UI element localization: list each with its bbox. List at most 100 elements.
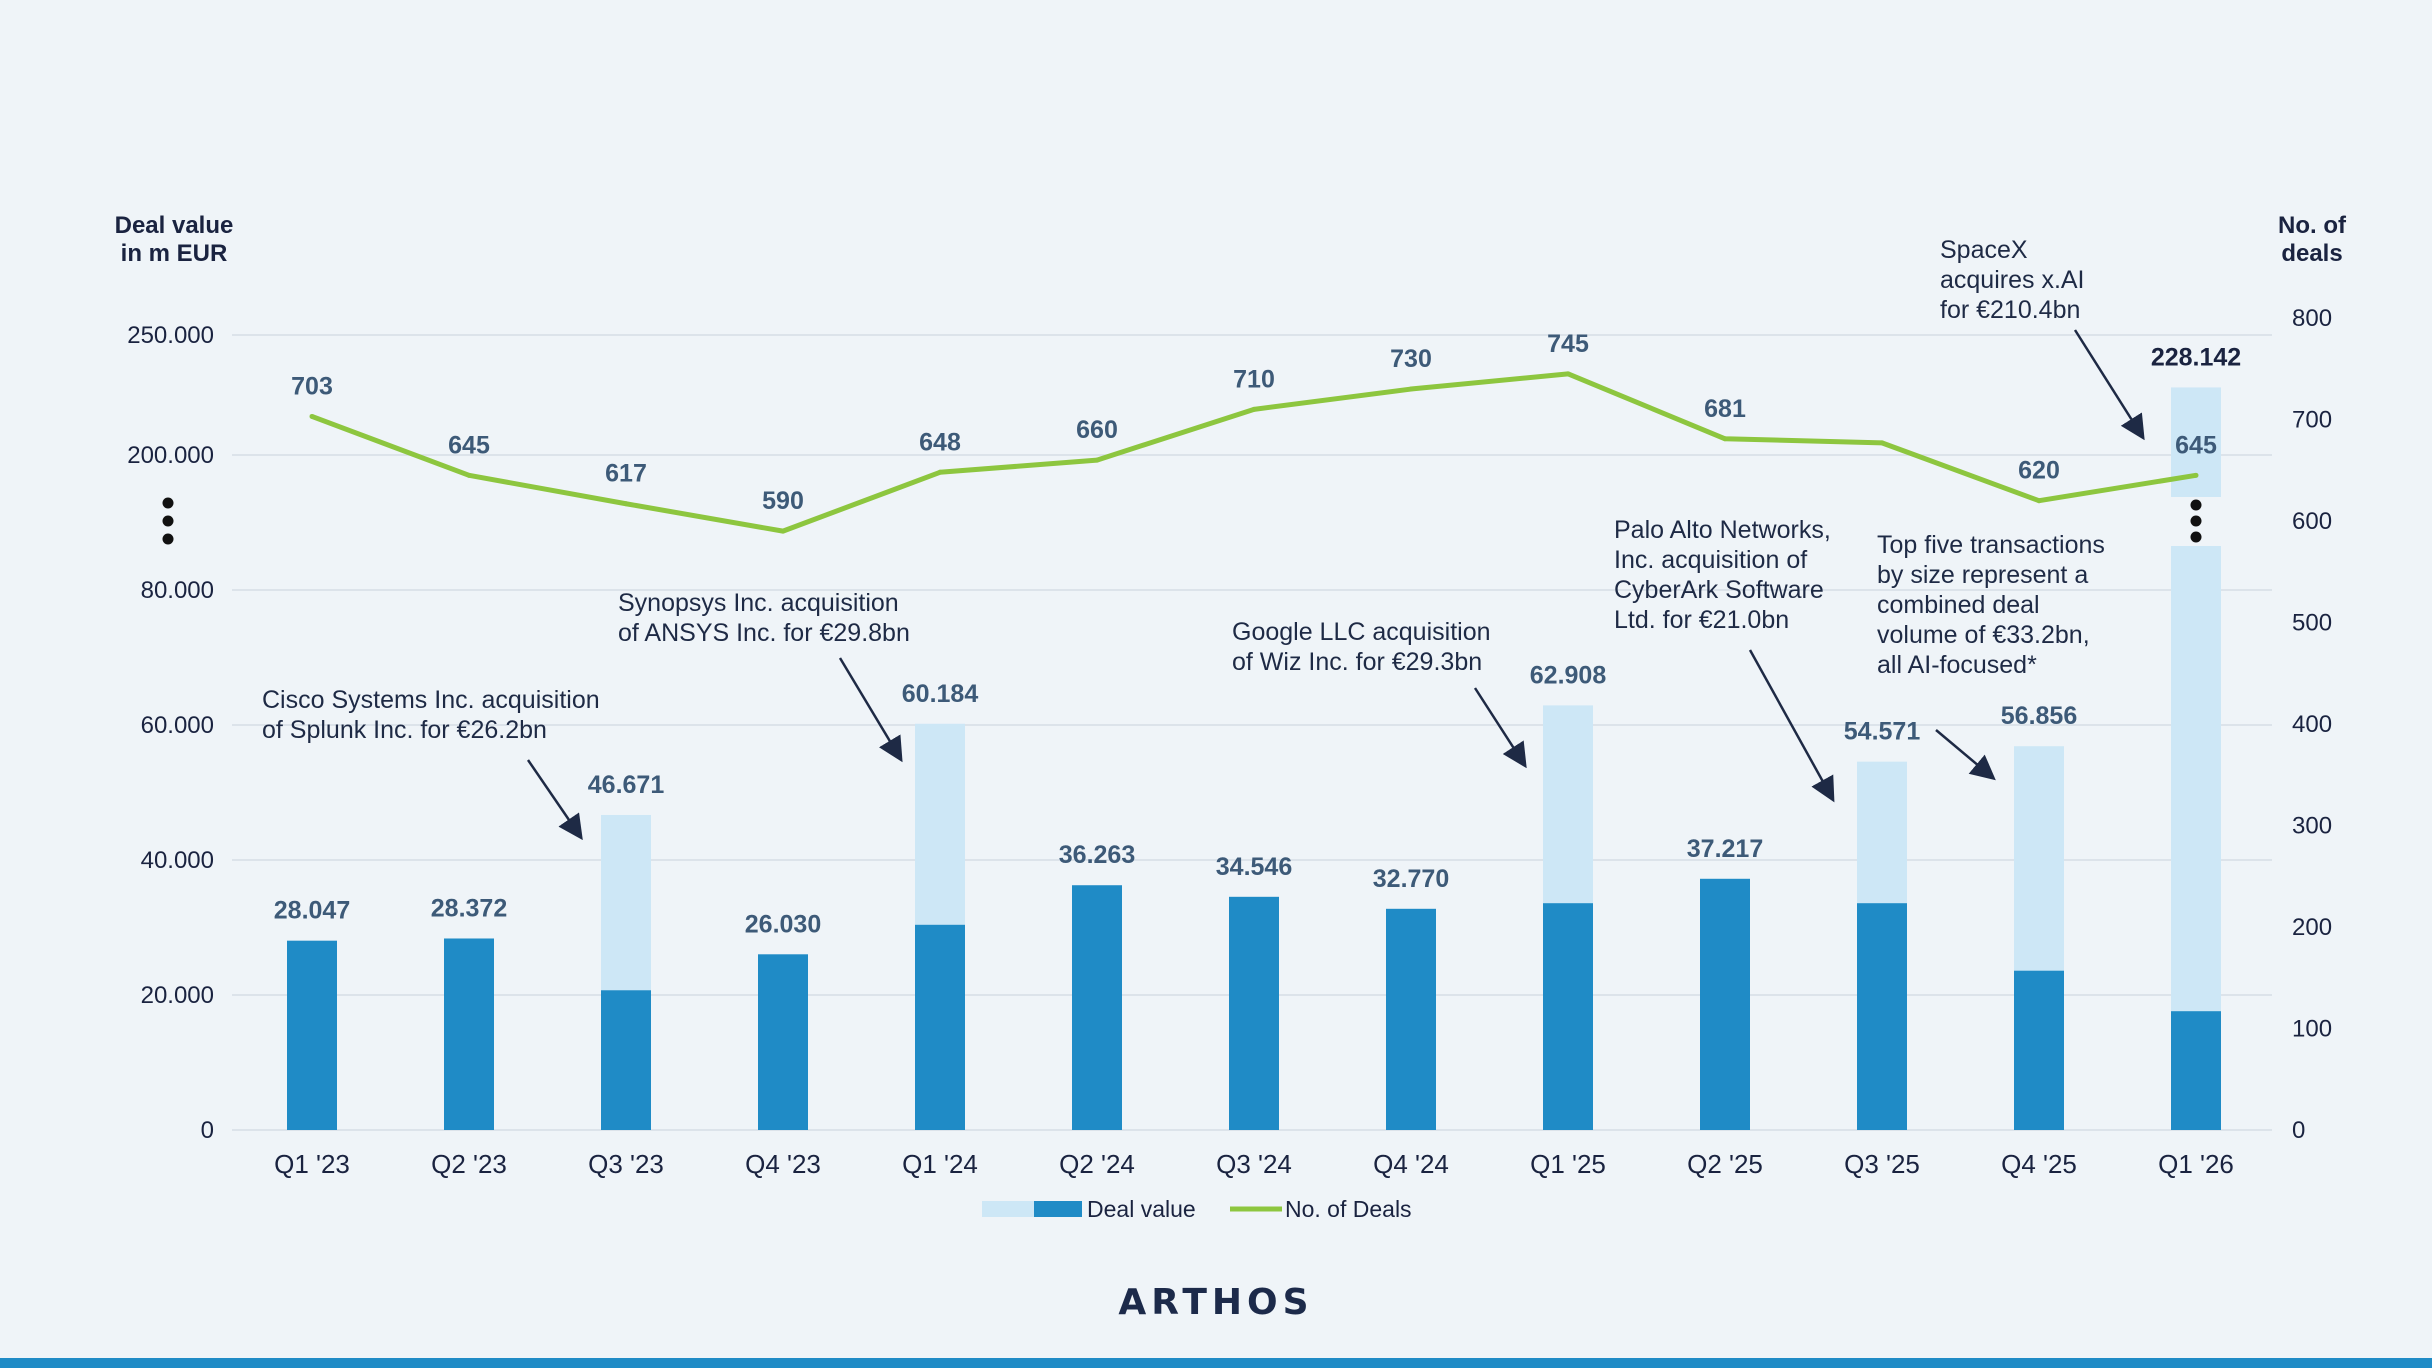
bar-base-segment	[1700, 878, 1750, 1130]
line-value-label: 590	[762, 487, 804, 515]
annotation-text: combined deal	[1877, 591, 2040, 619]
line-value-label: 730	[1390, 345, 1432, 373]
right-axis-title: deals	[2281, 240, 2342, 267]
bar-value-label: 37.217	[1687, 835, 1763, 863]
deals-line-point	[1565, 371, 1571, 377]
annotation-text: for €210.4bn	[1940, 296, 2080, 324]
annotation-text: CyberArk Software	[1614, 576, 1824, 604]
line-value-label: 645	[448, 431, 490, 459]
left-axis-title: in m EUR	[121, 240, 228, 267]
right-tick-label: 600	[2292, 508, 2332, 535]
right-tick-label: 200	[2292, 914, 2332, 941]
bar-base-segment	[444, 938, 494, 1130]
bar-value-label: 46.671	[588, 771, 665, 799]
left-tick-label: 250.000	[127, 322, 214, 349]
x-tick-label: Q1 '24	[902, 1149, 978, 1179]
axis-break-dot	[162, 533, 174, 545]
right-tick-label: 100	[2292, 1016, 2332, 1043]
right-tick-label: 800	[2292, 305, 2332, 332]
deals-line	[311, 371, 2197, 534]
line-value-label: 660	[1076, 416, 1118, 444]
line-value-label: 645	[2175, 431, 2217, 459]
deals-line-point	[1879, 440, 1885, 446]
deals-line-point	[623, 501, 629, 507]
annotation-text: by size represent a	[1877, 561, 2088, 589]
left-tick-label: 60.000	[141, 712, 214, 739]
x-tick-label: Q2 '25	[1687, 1149, 1763, 1179]
line-value-label: 617	[605, 460, 647, 488]
annotation-text: SpaceX	[1940, 236, 2028, 264]
right-tick-label: 0	[2292, 1117, 2305, 1144]
annotation-arrow	[1473, 687, 1527, 769]
x-tick-label: Q2 '24	[1059, 1149, 1135, 1179]
right-tick-label: 500	[2292, 610, 2332, 637]
bar-value-label: 54.571	[1844, 718, 1921, 746]
bar-value-label: 26.030	[745, 910, 821, 938]
annotation-text: of Splunk Inc. for €26.2bn	[262, 716, 547, 744]
right-tick-label: 400	[2292, 711, 2332, 738]
annotation-arrow	[1935, 729, 1996, 781]
line-value-label: 681	[1704, 395, 1746, 423]
x-tick-label: Q1 '25	[1530, 1149, 1606, 1179]
bar-base-segment	[287, 940, 337, 1130]
deals-line-point	[466, 472, 472, 478]
x-tick-label: Q3 '23	[588, 1149, 664, 1179]
annotation-text: Inc. acquisition of	[1614, 546, 1807, 574]
line-value-label: 710	[1233, 365, 1275, 393]
bar-base-segment	[2014, 970, 2064, 1130]
x-tick-label: Q3 '24	[1216, 1149, 1292, 1179]
bar-base-segment	[1857, 903, 1907, 1130]
x-tick-label: Q1 '23	[274, 1149, 350, 1179]
deals-line-point	[1408, 386, 1414, 392]
right-tick-label: 300	[2292, 813, 2332, 840]
legend-swatch-deal-value	[1034, 1201, 1082, 1217]
bar-value-label: 56.856	[2001, 702, 2077, 730]
deals-line-point	[780, 528, 786, 534]
left-tick-label: 80.000	[141, 577, 214, 604]
deals-line-point	[2193, 472, 2199, 478]
axis-break-dot	[162, 515, 174, 527]
bar-value-label: 34.546	[1216, 853, 1292, 881]
bar-value-label: 60.184	[902, 680, 979, 708]
x-tick-label: Q1 '26	[2158, 1149, 2234, 1179]
bar-value-label: 36.263	[1059, 841, 1135, 869]
line-value-label: 620	[2018, 457, 2060, 485]
bar-base-segment	[1543, 903, 1593, 1130]
line-value-label: 648	[919, 428, 961, 456]
bar-base-segment	[1229, 896, 1279, 1130]
deals-line-point	[1251, 406, 1257, 412]
right-axis-title: No. of	[2278, 212, 2347, 239]
annotation-text: Palo Alto Networks,	[1614, 516, 1831, 544]
bar-base-segment	[758, 954, 808, 1130]
annotation-text: of ANSYS Inc. for €29.8bn	[618, 619, 910, 647]
arthos-logo: ARTHOS	[1118, 1282, 1314, 1323]
bar-base-segment	[1072, 885, 1122, 1130]
legend-label: Deal value	[1087, 1196, 1196, 1222]
deals-line-point	[1722, 436, 1728, 442]
left-tick-label: 200.000	[127, 442, 214, 469]
bar-value-label: 28.372	[431, 894, 507, 922]
annotation-arrow	[526, 759, 583, 841]
annotation-text: Top five transactions	[1877, 531, 2105, 559]
annotation-text: Google LLC acquisition	[1232, 618, 1491, 646]
annotation-arrow	[1748, 649, 1835, 803]
annotation-arrow	[838, 657, 903, 763]
bar-value-label: 28.047	[274, 897, 350, 925]
deals-line-point	[2036, 498, 2042, 504]
annotation-text: acquires x.AI	[1940, 266, 2085, 294]
annotation-arrow	[2073, 329, 2145, 441]
legend-label: No. of Deals	[1285, 1196, 1412, 1222]
annotation-text: Cisco Systems Inc. acquisition	[262, 686, 600, 714]
left-tick-label: 20.000	[141, 982, 214, 1009]
x-tick-label: Q4 '23	[745, 1149, 821, 1179]
bar-value-label: 228.142	[2151, 343, 2241, 371]
annotation-text: Synopsys Inc. acquisition	[618, 589, 899, 617]
left-axis-title: Deal value	[115, 212, 234, 239]
right-tick-label: 700	[2292, 407, 2332, 434]
left-tick-label: 40.000	[141, 847, 214, 874]
x-tick-label: Q4 '25	[2001, 1149, 2077, 1179]
deals-line-point	[1094, 457, 1100, 463]
axis-break-dot	[2190, 499, 2202, 511]
